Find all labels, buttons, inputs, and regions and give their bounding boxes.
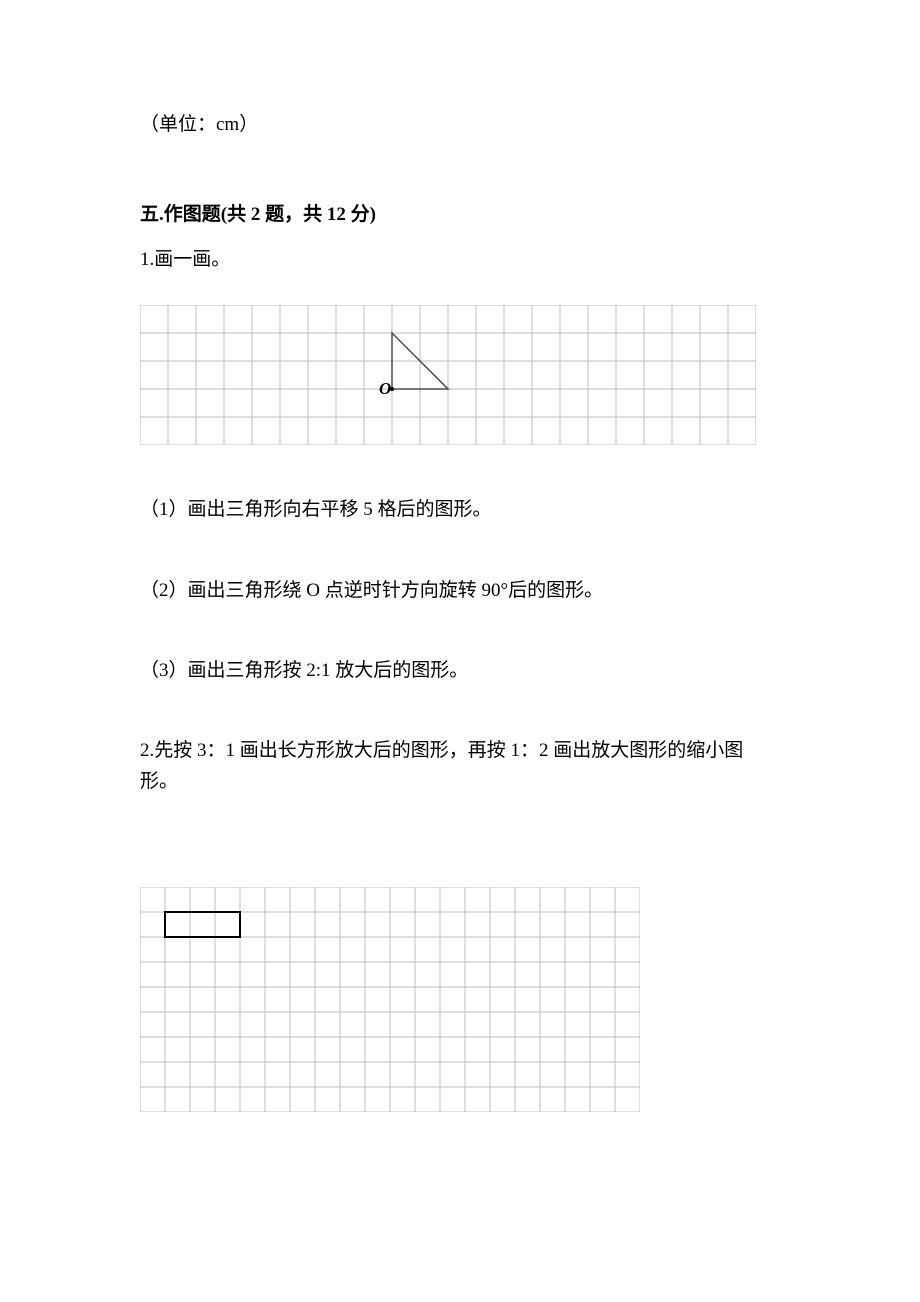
q2-stem: 2.先按 3：1 画出长方形放大后的图形，再按 1：2 画出放大图形的缩小图形。 xyxy=(140,736,780,797)
q1-sub2: （2）画出三角形绕 O 点逆时针方向旋转 90°后的图形。 xyxy=(140,576,780,606)
section-title: 五.作图题(共 2 题，共 12 分) xyxy=(140,200,780,230)
point-o-label: O xyxy=(379,379,391,398)
q1-sub1: （1）画出三角形向右平移 5 格后的图形。 xyxy=(140,495,780,525)
q1-grid-holder: O xyxy=(140,305,780,445)
q2-grid-holder xyxy=(140,887,780,1112)
q1-grid: O xyxy=(140,305,756,445)
q1-stem: 1.画一画。 xyxy=(140,245,780,275)
q2-grid xyxy=(140,887,640,1112)
unit-line: （单位：cm） xyxy=(140,110,780,140)
q1-sub3: （3）画出三角形按 2:1 放大后的图形。 xyxy=(140,656,780,686)
